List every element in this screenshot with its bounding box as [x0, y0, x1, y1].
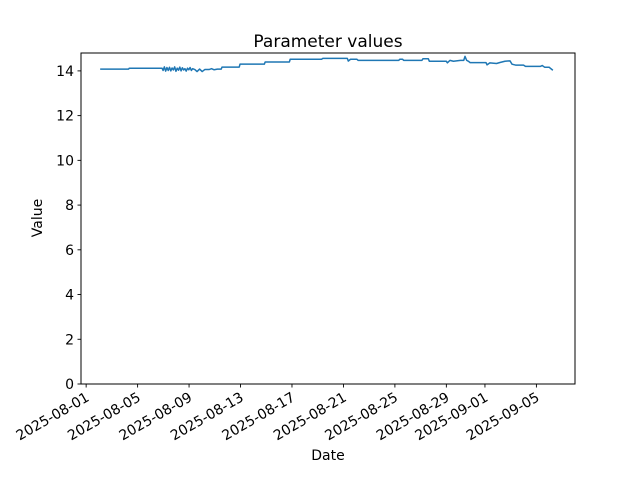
y-tick-label: 12 [56, 109, 74, 125]
x-axis-label: Date [311, 448, 345, 464]
y-tick-label: 6 [65, 243, 74, 259]
y-tick-label: 10 [56, 153, 74, 169]
y-tick-label: 0 [65, 377, 74, 393]
y-axis-label: Value [30, 198, 46, 238]
y-tick-label: 2 [65, 332, 74, 348]
chart-title: Parameter values [253, 32, 403, 52]
y-tick-label: 4 [65, 288, 74, 304]
y-tick-label: 8 [65, 198, 74, 214]
axes-frame [80, 52, 576, 385]
data-series-line [100, 55, 554, 73]
y-tick-label: 14 [56, 64, 74, 80]
